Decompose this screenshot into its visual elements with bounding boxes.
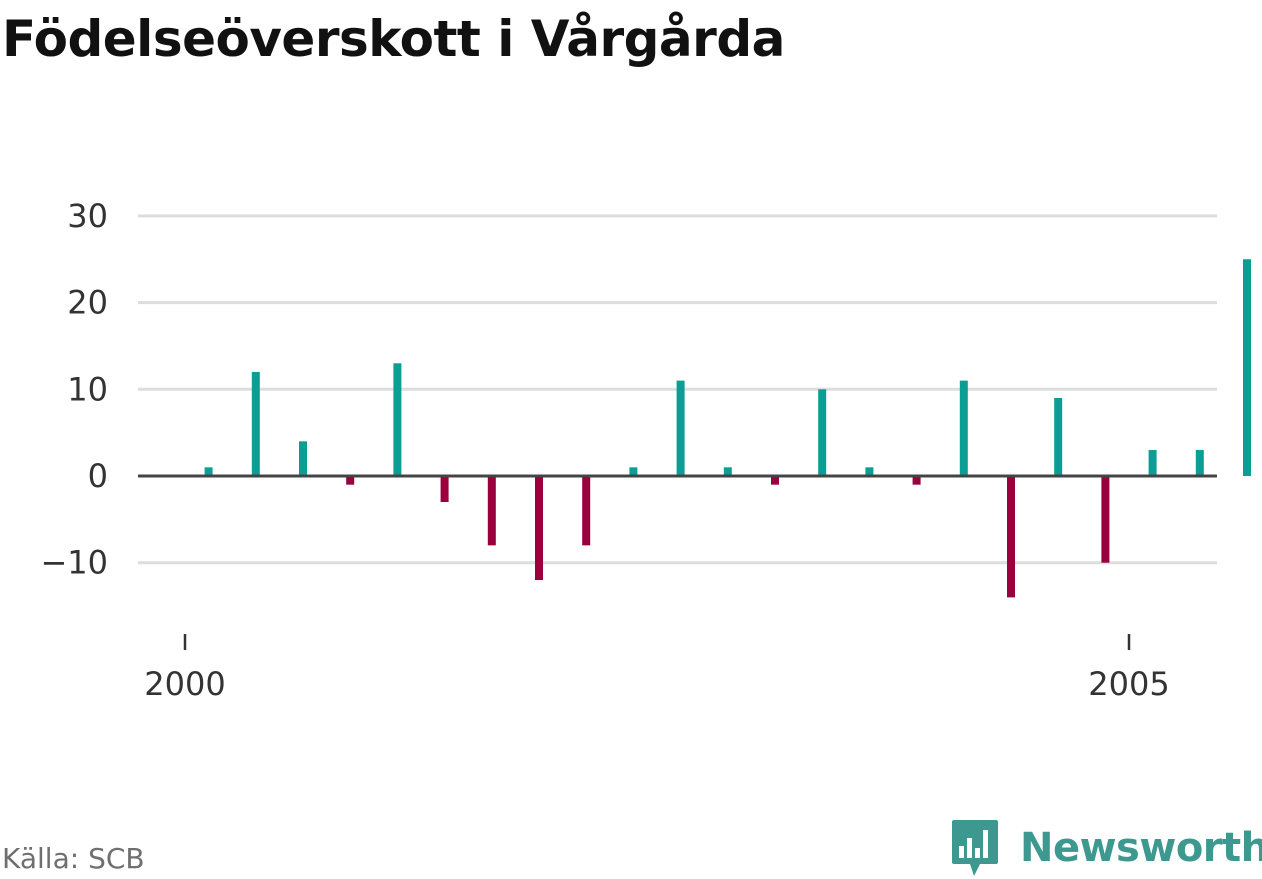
bar: [393, 363, 402, 476]
y-tick-label: 0: [88, 457, 108, 495]
bar: [487, 476, 496, 546]
chart-title: Födelseöverskott i Vårgårda: [2, 10, 785, 68]
bar: [1148, 449, 1157, 476]
y-tick-label: 20: [67, 284, 108, 322]
bar-series: [204, 259, 1251, 598]
brand-name: Newsworthy: [1020, 825, 1262, 871]
bar: [251, 371, 260, 476]
newsworthy-logo-icon: [952, 820, 998, 876]
y-axis-tick-labels: 30 20 10 0 −10: [40, 197, 108, 582]
bar: [582, 476, 591, 546]
x-tick-label: 2005: [1088, 665, 1169, 703]
bar: [1101, 476, 1110, 563]
bar: [912, 476, 921, 485]
bar: [1243, 259, 1251, 476]
y-tick-label: 30: [67, 197, 108, 235]
bar: [865, 467, 874, 476]
bar: [1054, 397, 1063, 476]
bar: [1195, 449, 1204, 476]
bar: [346, 476, 355, 485]
source-label: Källa: SCB: [2, 842, 145, 875]
x-axis: 200020052010201520202025: [144, 634, 1170, 703]
bar: [723, 467, 732, 476]
bar: [676, 380, 685, 476]
bar: [204, 467, 213, 476]
y-tick-label: 10: [67, 370, 108, 408]
bar: [818, 389, 827, 476]
bar: [535, 476, 543, 581]
bar: [440, 476, 449, 503]
bar: [629, 467, 638, 476]
y-tick-label: −10: [40, 544, 108, 582]
x-tick-label: 2000: [144, 665, 225, 703]
bar: [959, 380, 968, 476]
bar: [1007, 476, 1015, 598]
bar: [771, 476, 779, 485]
bar: [299, 441, 307, 476]
newsworthy-logo: Newsworthy: [950, 818, 1262, 878]
